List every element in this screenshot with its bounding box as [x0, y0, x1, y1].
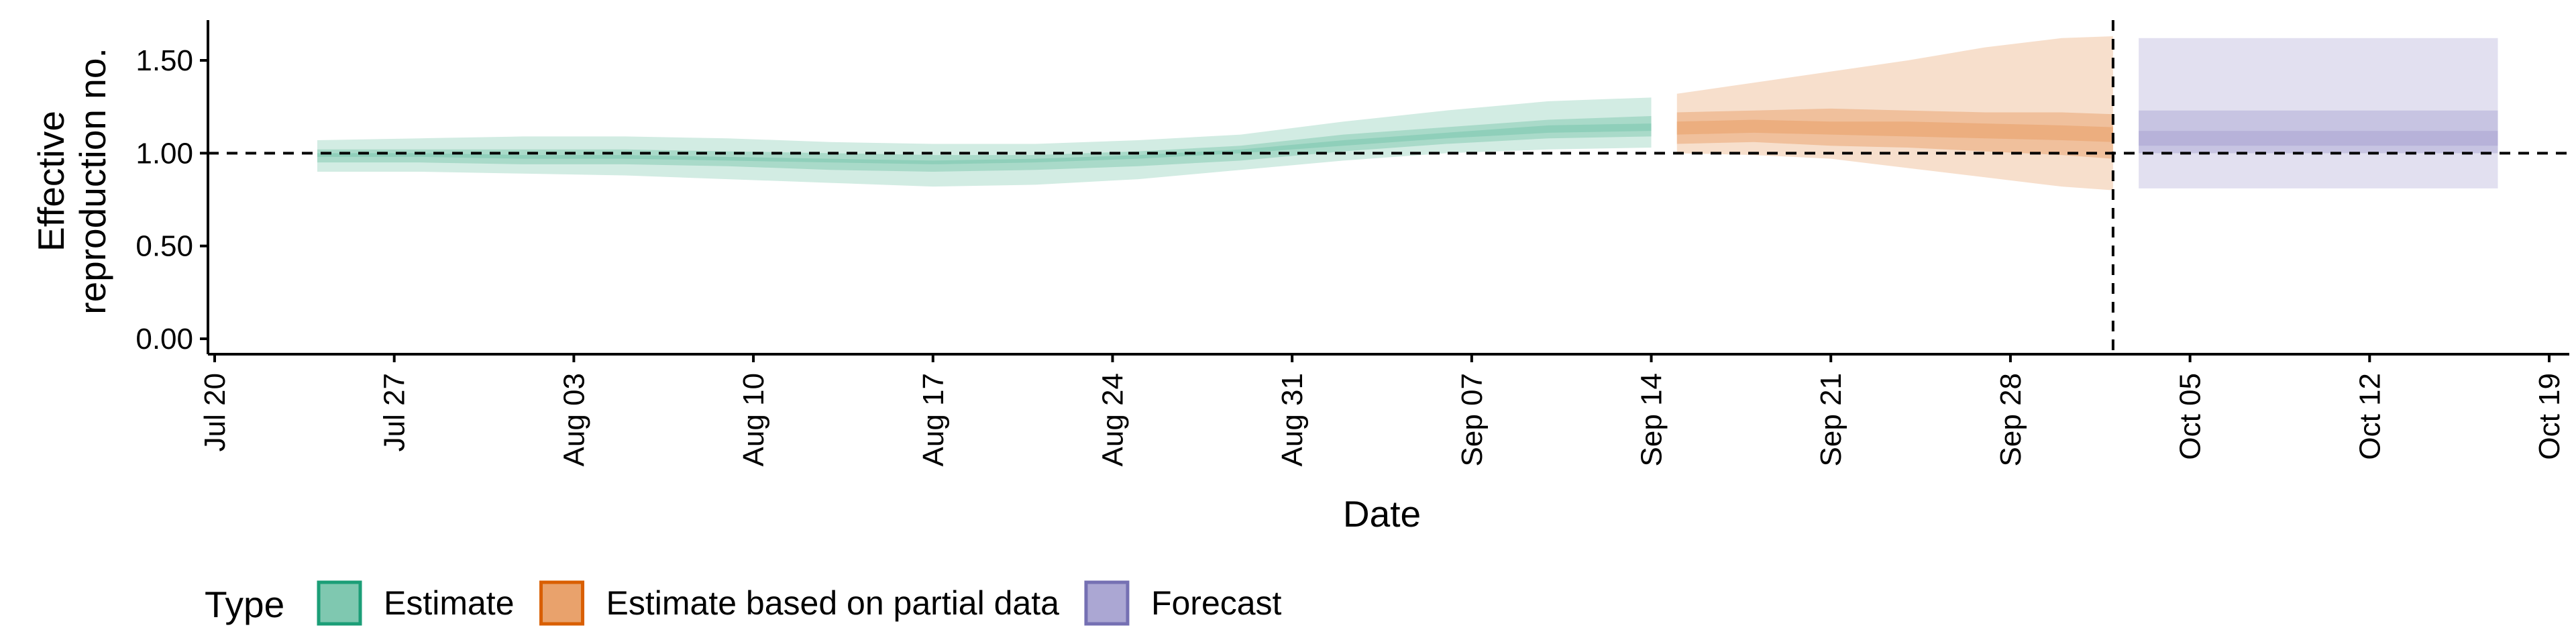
x-tick-label: Sep 14	[1635, 373, 1668, 466]
legend-swatch-forecast	[1084, 580, 1130, 626]
interval-bands	[317, 36, 2498, 191]
y-tick-label: 0.00	[136, 323, 193, 356]
x-tick-label: Aug 24	[1096, 373, 1129, 466]
x-tick-label: Aug 03	[557, 373, 590, 466]
x-tick-label: Jul 27	[378, 373, 411, 451]
x-tick-label: Oct 19	[2533, 373, 2566, 460]
x-tick-label: Sep 28	[1994, 373, 2027, 466]
estimate-based-on-partial-data-band-20	[1676, 119, 2113, 142]
y-axis-title-line: reproduction no.	[72, 48, 113, 315]
legend-swatch-estimate-based-on-partial-data	[539, 580, 585, 626]
x-tick-label: Aug 17	[917, 373, 950, 466]
x-axis-title: Date	[1343, 493, 1421, 535]
x-ticks: Jul 20 Jul 27 Aug 03 Aug 10 Aug 17 Aug 24 Aug …	[199, 354, 2566, 466]
y-tick-label: 1.00	[136, 137, 193, 170]
x-tick-label: Jul 20	[199, 373, 231, 451]
x-tick-label: Aug 31	[1276, 373, 1309, 466]
x-tick-label: Sep 21	[1815, 373, 1847, 466]
x-tick-label: Oct 05	[2174, 373, 2207, 460]
legend-label-estimate: Estimate	[384, 584, 515, 622]
legend-label-estimate-based-on-partial-data: Estimate based on partial data	[606, 584, 1060, 622]
x-tick-label: Aug 10	[737, 373, 770, 466]
x-tick-label: Sep 07	[1456, 373, 1489, 466]
legend: Type Estimate Estimate based on partial d…	[205, 580, 1282, 626]
y-tick-label: 0.50	[136, 230, 193, 263]
legend-swatch-estimate	[317, 580, 362, 626]
legend-label-forecast: Forecast	[1151, 584, 1282, 622]
y-ticks: 0.00 0.50 1.00 1.50	[136, 44, 208, 356]
y-axis-title-line: Effective	[30, 111, 72, 252]
x-tick-label: Oct 12	[2353, 373, 2386, 460]
forecast-band-20	[2139, 131, 2498, 146]
estimate-band-20	[317, 123, 1652, 164]
legend-title: Type	[205, 584, 284, 625]
y-tick-label: 1.50	[136, 44, 193, 77]
y-axis-title: Effectivereproduction no.	[30, 48, 113, 315]
